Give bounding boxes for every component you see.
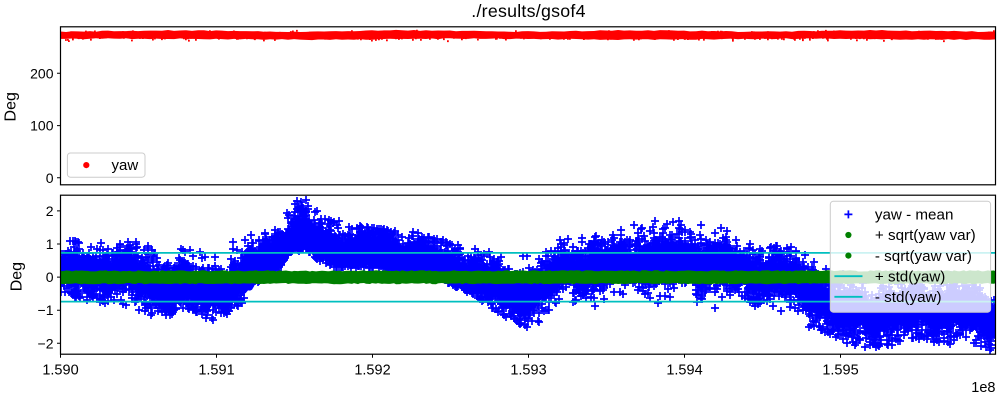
svg-text:1: 1 [46, 236, 54, 252]
svg-text:yaw: yaw [112, 157, 139, 174]
svg-text:1.592: 1.592 [354, 362, 390, 378]
svg-text:100: 100 [30, 118, 54, 134]
svg-text:0: 0 [46, 269, 54, 285]
svg-text:+ sqrt(yaw var): + sqrt(yaw var) [875, 227, 976, 244]
svg-text:−2: −2 [38, 335, 54, 351]
svg-text:Deg: Deg [8, 262, 25, 291]
svg-text:- sqrt(yaw var): - sqrt(yaw var) [875, 248, 972, 265]
svg-text:1.594: 1.594 [666, 362, 702, 378]
svg-text:+ std(yaw): + std(yaw) [875, 268, 945, 285]
svg-text:1.593: 1.593 [510, 362, 546, 378]
svg-text:−1: −1 [38, 302, 54, 318]
svg-text:Deg: Deg [3, 92, 20, 121]
svg-text:./results/gsof4: ./results/gsof4 [471, 1, 585, 21]
svg-text:1.591: 1.591 [198, 362, 234, 378]
svg-text:yaw - mean: yaw - mean [875, 207, 954, 224]
svg-text:2: 2 [46, 203, 54, 219]
svg-text:200: 200 [30, 65, 54, 81]
svg-text:1.590: 1.590 [42, 362, 78, 378]
svg-text:1.595: 1.595 [822, 362, 858, 378]
svg-text:0: 0 [46, 170, 54, 186]
svg-text:1e8: 1e8 [971, 380, 995, 396]
svg-text:- std(yaw): - std(yaw) [875, 289, 942, 306]
